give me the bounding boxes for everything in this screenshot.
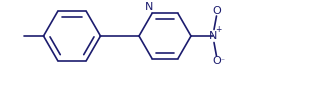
Text: N: N: [209, 31, 218, 41]
Text: ⁻: ⁻: [220, 57, 224, 66]
Text: O: O: [213, 6, 221, 16]
Text: O: O: [213, 56, 221, 66]
Text: N: N: [145, 2, 153, 12]
Text: +: +: [215, 25, 222, 34]
